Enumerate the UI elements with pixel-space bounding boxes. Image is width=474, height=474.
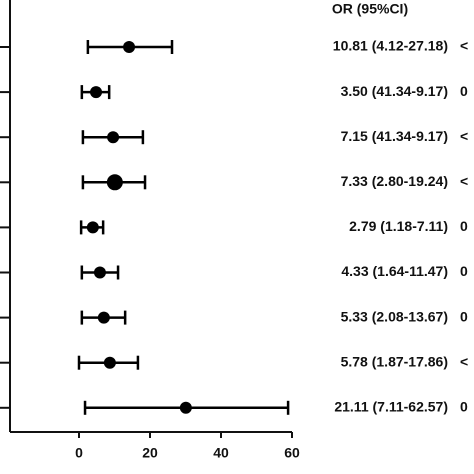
p-text: < — [460, 128, 468, 144]
x-tick-label: 20 — [142, 445, 158, 461]
p-text: < — [460, 38, 468, 54]
or-text: 2.79 (1.18-7.11) — [349, 218, 448, 234]
or-point — [93, 266, 106, 279]
p-text: 0 — [460, 263, 468, 279]
or-text: 4.33 (1.64-11.47) — [341, 263, 448, 279]
x-tick-label: 60 — [284, 445, 300, 461]
x-tick-label: 40 — [213, 445, 229, 461]
or-point — [179, 401, 192, 414]
p-text: 0 — [460, 399, 468, 415]
or-point — [107, 131, 120, 144]
or-point — [97, 311, 110, 324]
or-text: 21.11 (7.11-62.57) — [334, 399, 448, 415]
p-text: 0 — [460, 83, 468, 99]
or-text: 3.50 (41.34-9.17) — [341, 83, 448, 99]
or-point — [106, 174, 123, 191]
or-text: 10.81 (4.12-27.18) — [333, 38, 448, 54]
p-text: 0 — [460, 218, 468, 234]
x-tick-label: 0 — [75, 445, 83, 461]
p-text: < — [460, 353, 468, 369]
or-point — [90, 86, 103, 99]
or-text: 5.78 (1.87-17.86) — [341, 353, 448, 369]
or-text: 5.33 (2.08-13.67) — [341, 308, 448, 324]
or-text: 7.33 (2.80-19.24) — [341, 173, 448, 189]
p-text: 0 — [460, 308, 468, 324]
p-text: < — [460, 173, 468, 189]
or-point — [123, 41, 136, 53]
column-header: OR (95%CI) — [332, 1, 408, 17]
or-text: 7.15 (41.34-9.17) — [341, 128, 448, 144]
or-point — [103, 356, 116, 369]
or-point — [86, 221, 99, 234]
